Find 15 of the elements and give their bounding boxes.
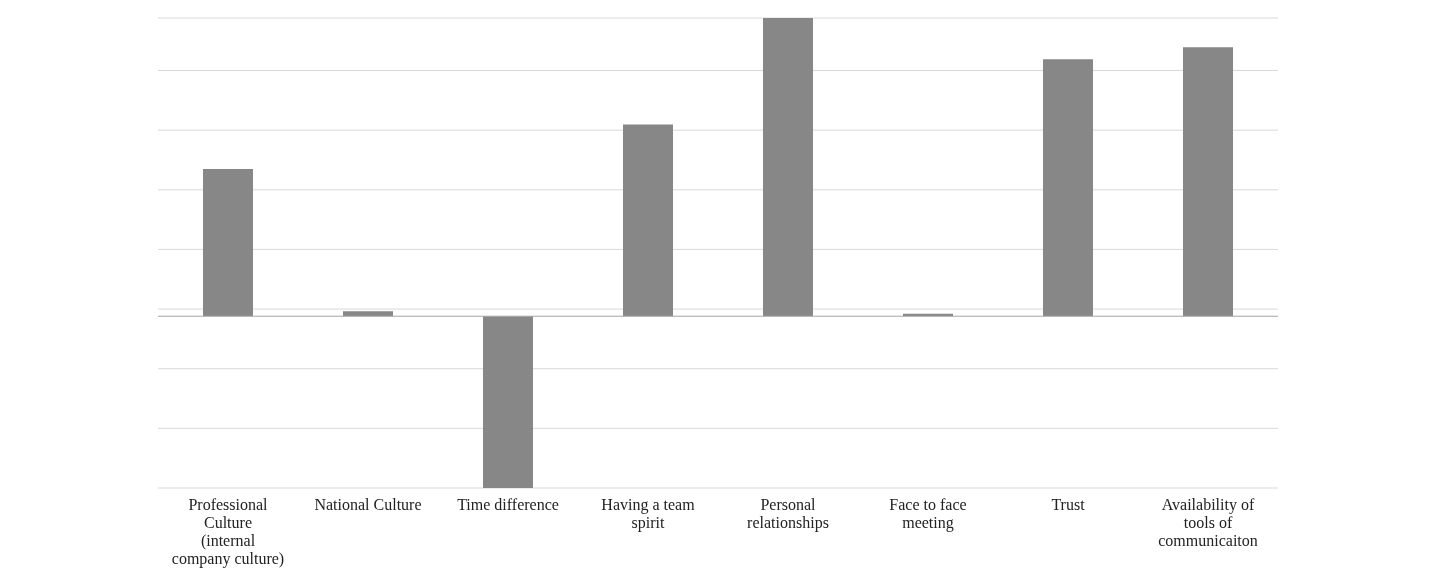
bar [203,168,253,317]
x-tick-label: Availability of tools of communicaiton [1158,496,1258,549]
bar [1043,59,1093,317]
x-tick-label: National Culture [314,496,422,513]
x-tick-label: Face to face meeting [889,496,967,532]
x-tick-label: Personal relationships [747,496,829,532]
x-tick-label: Trust [1051,496,1086,513]
bar [623,124,673,317]
bar [763,18,813,317]
x-tick-label: Time difference [457,496,559,513]
bar [1183,47,1233,317]
bar [483,316,533,488]
x-tick-label: Having a team spirit [601,496,696,532]
x-tick-label: Professional Culture (internal company culture) [171,496,285,568]
bar [343,311,393,317]
